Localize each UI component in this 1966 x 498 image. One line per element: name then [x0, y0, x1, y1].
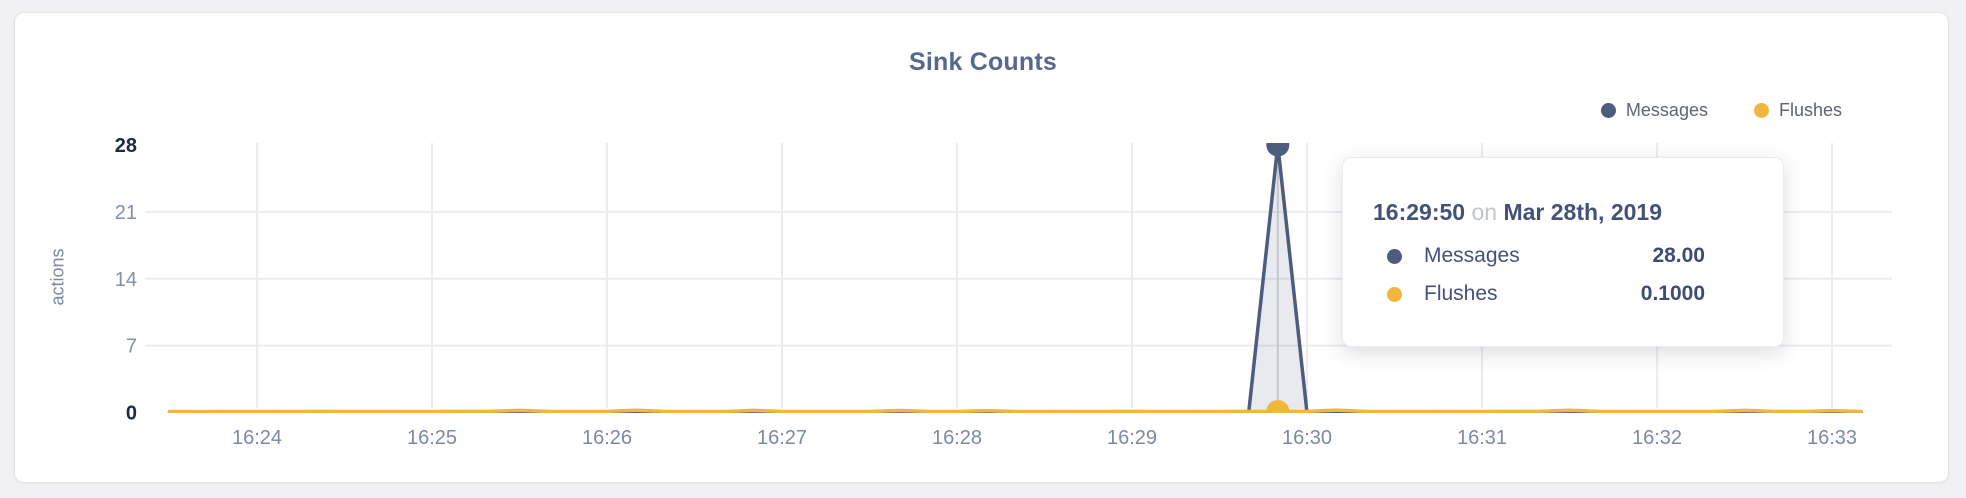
tooltip-row-messages: Messages 28.00	[1387, 242, 1705, 270]
y-axis-title: actions	[47, 248, 68, 306]
chart-title: Sink Counts	[908, 48, 1058, 76]
tooltip-label-flushes: Flushes	[1424, 282, 1498, 305]
tooltip-on-word: on	[1471, 199, 1498, 225]
tooltip-value-flushes: 0.1000	[1640, 282, 1705, 305]
tooltip-value-messages: 28.00	[1652, 244, 1705, 267]
legend-label-messages: Messages	[1625, 100, 1708, 120]
legend-item-messages[interactable]: Messages	[1600, 100, 1708, 121]
flushes-legend-dot-icon	[1753, 103, 1769, 118]
messages-legend-dot-icon	[1600, 103, 1616, 118]
tooltip-timestamp: 16:29:50 on Mar 28th, 2019	[1373, 199, 1662, 226]
chart-tooltip: 16:29:50 on Mar 28th, 2019 Messages 28.0…	[1342, 157, 1784, 347]
messages-dot-icon	[1387, 248, 1402, 264]
tooltip-row-flushes: Flushes 0.1000	[1387, 280, 1705, 308]
tooltip-time: 16:29:50	[1373, 199, 1466, 225]
legend-item-flushes[interactable]: Flushes	[1753, 100, 1842, 121]
chart-legend: Messages Flushes	[1600, 100, 1842, 121]
tooltip-date: Mar 28th, 2019	[1503, 199, 1662, 225]
legend-label-flushes: Flushes	[1778, 100, 1842, 120]
tooltip-label-messages: Messages	[1424, 244, 1520, 267]
flushes-dot-icon	[1387, 286, 1402, 302]
